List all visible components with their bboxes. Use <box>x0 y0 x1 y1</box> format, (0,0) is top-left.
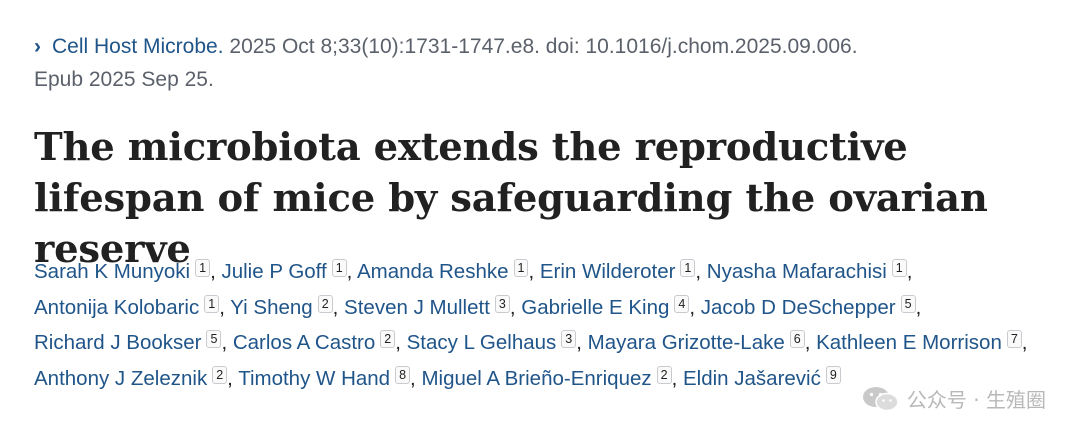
author-name-link[interactable]: Kathleen E Morrison <box>816 331 1002 354</box>
author-separator: , <box>906 260 913 283</box>
journal-link[interactable]: Cell Host Microbe. <box>52 35 224 58</box>
author-name-link[interactable]: Stacy L Gelhaus <box>406 331 557 354</box>
affiliation-badge[interactable]: 3 <box>494 294 510 313</box>
author-item: Nyasha Mafarachisi 1, <box>706 259 913 283</box>
author-name-link[interactable]: Steven J Mullett <box>344 295 490 319</box>
author-item: Eldin Jašarević 9 <box>682 365 841 390</box>
affiliation-badge[interactable]: 6 <box>789 330 805 348</box>
author-separator: , <box>671 366 678 390</box>
author-name-link[interactable]: Carlos A Castro <box>232 331 376 354</box>
author-name-link[interactable]: Jacob D DeSchepper <box>700 295 896 319</box>
author-separator: , <box>227 366 233 390</box>
affiliation-badge[interactable]: 1 <box>680 259 696 277</box>
author-name-link[interactable]: Erin Wilderoter <box>539 260 676 283</box>
author-name-link[interactable]: Timothy W Hand <box>238 366 391 390</box>
author-name-link[interactable]: Gabrielle E King <box>521 295 670 319</box>
affiliation-badge[interactable]: 2 <box>380 330 396 348</box>
citation-block: › Cell Host Microbe. 2025 Oct 8;33(10):17… <box>34 30 1054 96</box>
affiliation-badge[interactable]: 1 <box>204 294 220 313</box>
author-item: Gabrielle E King 4, <box>521 294 696 319</box>
author-item: Steven J Mullett 3, <box>344 294 516 319</box>
author-item: Antonija Kolobaric 1, <box>34 294 225 319</box>
author-separator: , <box>395 331 401 354</box>
author-name-link[interactable]: Antonija Kolobaric <box>34 295 200 319</box>
author-item: Anthony J Zeleznik 2, <box>34 365 233 390</box>
author-separator: , <box>804 331 811 354</box>
affiliation-badge[interactable]: 2 <box>317 294 333 313</box>
author-item: Yi Sheng 2, <box>230 294 339 319</box>
author-name-link[interactable]: Sarah K Munyoki <box>34 260 191 283</box>
author-separator: , <box>1021 331 1028 354</box>
author-name-link[interactable]: Julie P Goff <box>221 260 327 283</box>
affiliation-badge[interactable]: 1 <box>513 259 529 277</box>
author-item: Carlos A Castro 2, <box>232 330 401 354</box>
author-separator: , <box>410 366 416 390</box>
affiliation-badge[interactable]: 1 <box>891 259 907 277</box>
article-title: The microbiota extends the reproductive … <box>34 125 988 272</box>
author-separator: , <box>346 260 353 283</box>
author-name-link[interactable]: Nyasha Mafarachisi <box>706 260 887 283</box>
author-item: Miguel A Brieño-Enriquez 2, <box>421 365 678 390</box>
author-separator: , <box>689 295 696 319</box>
affiliation-badge[interactable]: 7 <box>1006 330 1022 348</box>
author-name-link[interactable]: Yi Sheng <box>230 295 313 319</box>
author-item: Erin Wilderoter 1, <box>539 259 702 283</box>
author-name-link[interactable]: Miguel A Brieño-Enriquez <box>421 366 652 390</box>
author-item: Richard J Bookser 5, <box>34 330 228 354</box>
author-item: Kathleen E Morrison 7, <box>816 330 1028 354</box>
author-separator: , <box>509 295 516 319</box>
author-name-link[interactable]: Anthony J Zeleznik <box>34 366 208 390</box>
author-name-link[interactable]: Mayara Grizotte-Lake <box>587 331 785 354</box>
author-item: Sarah K Munyoki 1, <box>34 259 216 283</box>
affiliation-badge[interactable]: 5 <box>900 294 916 313</box>
author-separator: , <box>332 295 339 319</box>
author-separator: , <box>210 260 216 283</box>
affiliation-badge[interactable]: 3 <box>561 330 577 348</box>
affiliation-badge[interactable]: 4 <box>674 294 690 313</box>
author-name-link[interactable]: Eldin Jašarević <box>682 366 821 390</box>
author-item: Timothy W Hand 8, <box>238 365 416 390</box>
affiliation-badge[interactable]: 1 <box>195 259 211 277</box>
affiliation-badge[interactable]: 2 <box>212 365 228 384</box>
author-name-link[interactable]: Richard J Bookser <box>34 331 202 354</box>
author-separator: , <box>221 331 228 354</box>
author-item: Amanda Reshke 1, <box>356 259 535 283</box>
chevron-right-icon[interactable]: › <box>34 35 41 58</box>
citation-details: 2025 Oct 8;33(10):1731-1747.e8. doi: 10.… <box>223 35 858 58</box>
author-separator: , <box>915 295 922 319</box>
affiliation-badge[interactable]: 1 <box>331 259 347 277</box>
watermark-text: 公众号 · 生殖圈 <box>906 388 1046 412</box>
affiliation-badge[interactable]: 8 <box>395 365 411 384</box>
author-item: Stacy L Gelhaus 3, <box>406 330 582 354</box>
author-separator: , <box>219 295 225 319</box>
author-separator: , <box>528 260 535 283</box>
watermark: 公众号 · 生殖圈 <box>861 384 1046 413</box>
author-item: Jacob D DeSchepper 5, <box>700 294 922 319</box>
author-name-link[interactable]: Amanda Reshke <box>356 260 509 283</box>
author-list: Sarah K Munyoki 1, Julie P Goff 1, Amanda … <box>34 254 1064 396</box>
author-separator: , <box>695 260 702 283</box>
author-item: Julie P Goff 1, <box>221 259 353 283</box>
author-separator: , <box>576 331 582 354</box>
affiliation-badge[interactable]: 5 <box>206 330 222 348</box>
author-item: Mayara Grizotte-Lake 6, <box>587 330 811 354</box>
affiliation-badge[interactable]: 9 <box>825 365 841 384</box>
affiliation-badge[interactable]: 2 <box>656 365 672 384</box>
wechat-icon <box>862 386 899 411</box>
epub-date: Epub 2025 Sep 25. <box>34 68 214 91</box>
